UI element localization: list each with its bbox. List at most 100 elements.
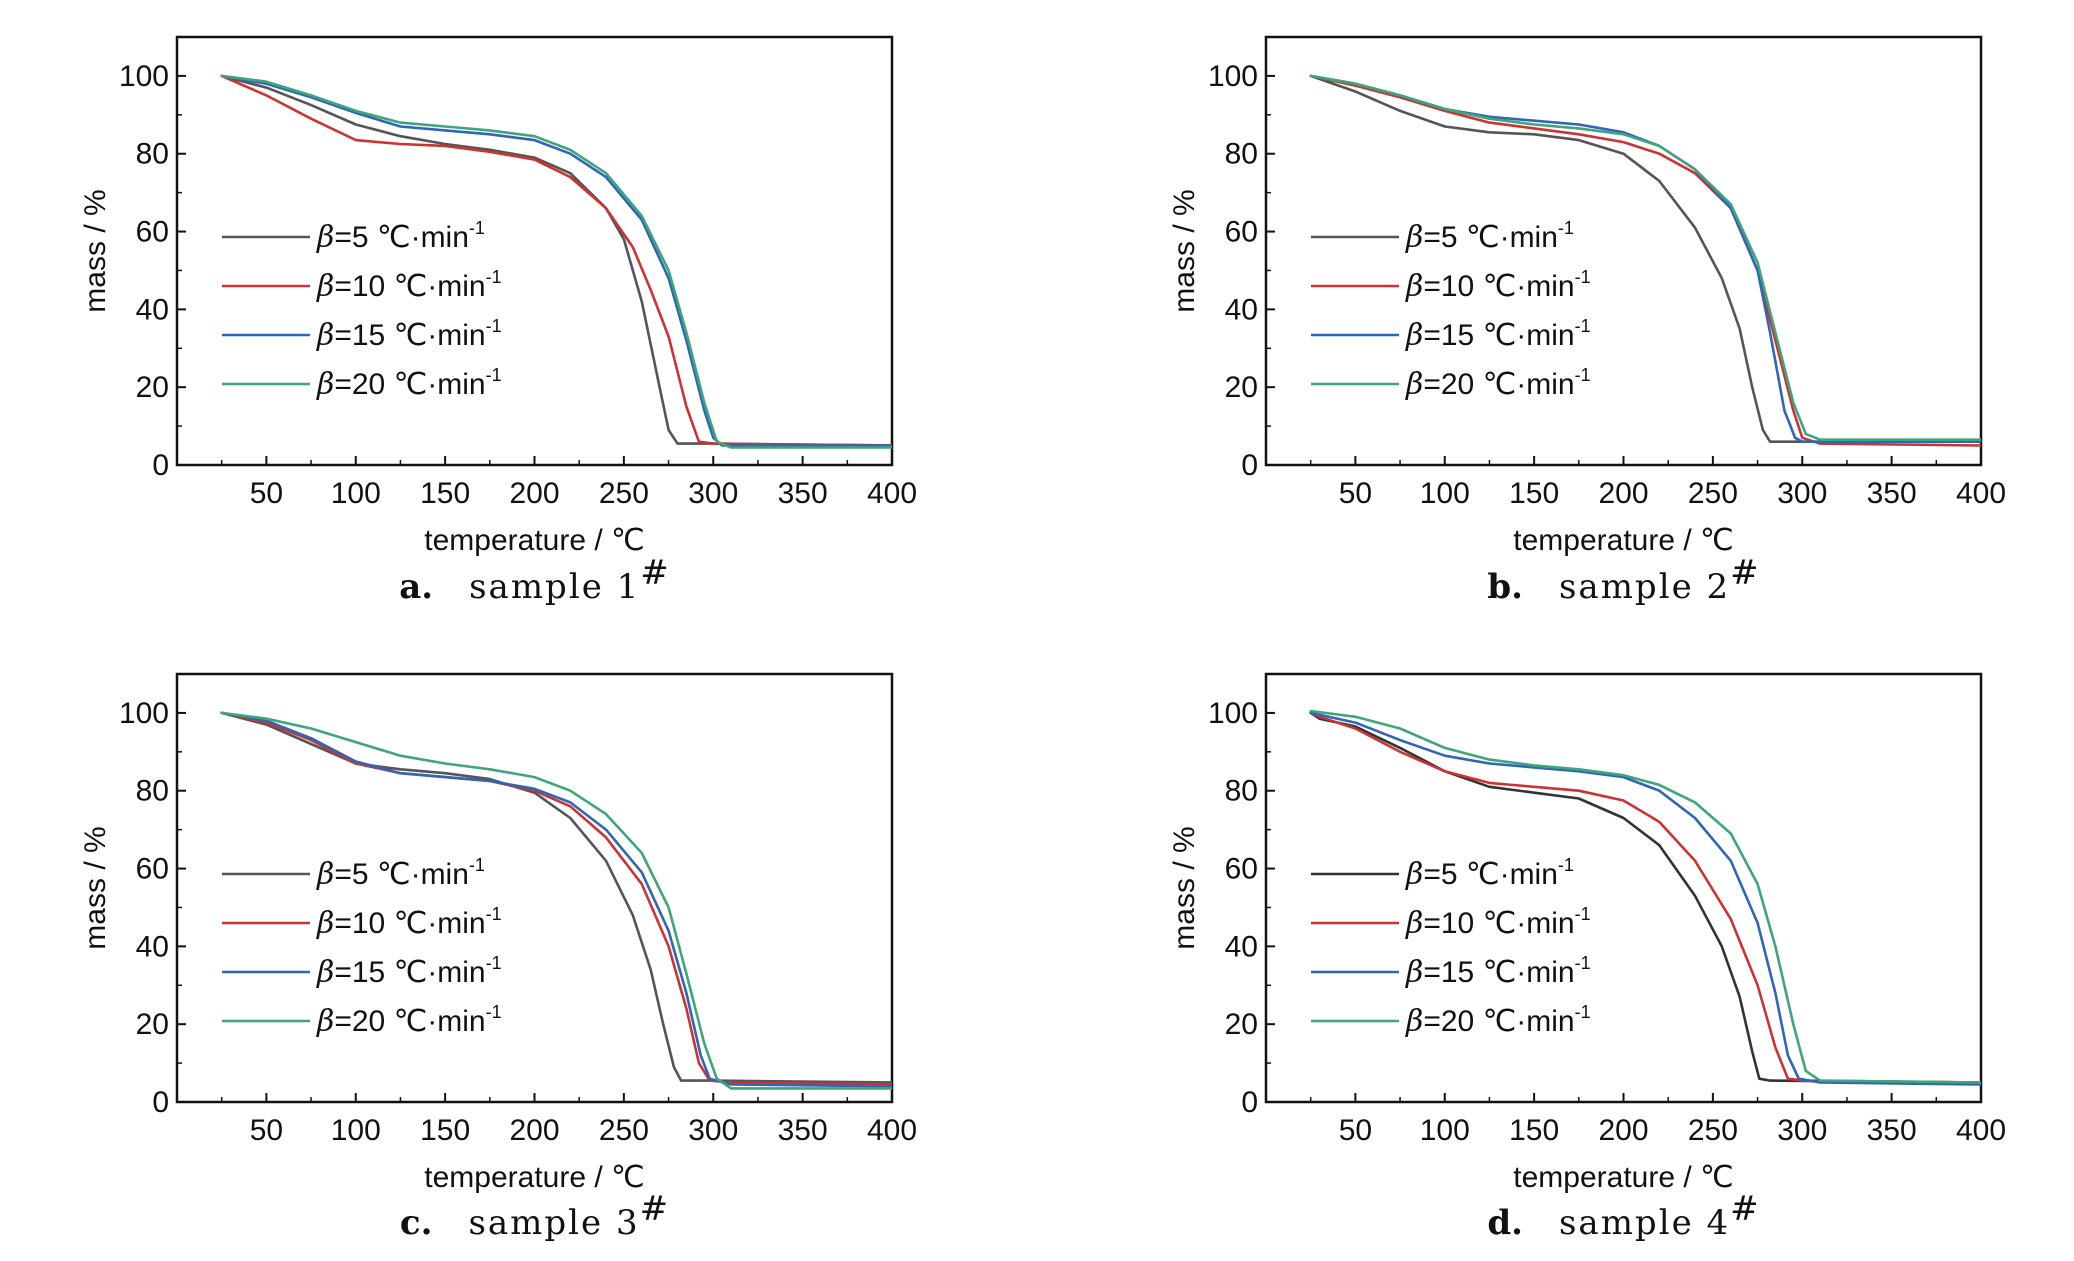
x-axis-title: temperature / ℃	[424, 524, 644, 557]
series-lines	[1309, 709, 1981, 1086]
legend-label-3: β=15 ℃·min-1	[1405, 316, 1591, 353]
y-tick-label: 40	[136, 293, 169, 326]
series-line-4	[220, 74, 892, 449]
series-line-4	[220, 711, 892, 1090]
y-tick-label: 0	[152, 449, 169, 482]
x-tick-label: 150	[420, 477, 470, 510]
y-tick-label: 100	[119, 697, 169, 730]
series-line-3	[1309, 711, 1981, 1086]
y-tick-label: 0	[152, 1086, 169, 1119]
x-tick-label: 200	[1598, 477, 1648, 510]
x-tick-label: 350	[778, 477, 828, 510]
legend-label-2: β=10 ℃·min-1	[1405, 267, 1591, 304]
x-tick-label: 150	[1509, 477, 1559, 510]
chart-panel-2: 50 100 150 200 250 300 350 400 0 20 40 60 80 100 tempe…	[1168, 35, 2006, 607]
x-tick-label: 50	[1339, 1114, 1372, 1147]
legend-label-3: β=15 ℃·min-1	[316, 316, 502, 353]
legend-label-1: β=5 ℃·min-1	[316, 218, 485, 255]
series-line-2	[1309, 711, 1981, 1084]
y-tick-label: 40	[1225, 930, 1258, 963]
x-axis-title: temperature / ℃	[1513, 524, 1733, 557]
x-tick-label: 100	[331, 477, 381, 510]
legend-label-1: β=5 ℃·min-1	[316, 855, 485, 892]
x-axis-title: temperature / ℃	[424, 1161, 644, 1194]
y-tick-label: 100	[1208, 697, 1258, 730]
y-axis-title: mass / %	[79, 189, 112, 312]
x-tick-label: 150	[420, 1114, 470, 1147]
x-tick-label: 250	[1688, 477, 1738, 510]
y-tick-label: 0	[1241, 449, 1258, 482]
series-line-2	[220, 74, 892, 447]
x-tick-label: 200	[509, 1114, 559, 1147]
panel-caption: d. sample 4#	[1487, 1189, 1760, 1243]
series-line-3	[220, 711, 892, 1088]
series-line-3	[220, 74, 892, 447]
x-tick-label: 400	[1956, 477, 2006, 510]
x-tick-label: 100	[1420, 477, 1470, 510]
series-line-1	[1309, 711, 1981, 1084]
x-tick-label: 50	[250, 1114, 283, 1147]
legend-label-3: β=15 ℃·min-1	[1405, 953, 1591, 990]
y-tick-label: 100	[119, 60, 169, 93]
x-tick-label: 250	[599, 1114, 649, 1147]
legend-label-1: β=5 ℃·min-1	[1405, 218, 1574, 255]
y-tick-label: 20	[1225, 1008, 1258, 1041]
y-tick-label: 40	[1225, 293, 1258, 326]
legend-label-4: β=20 ℃·min-1	[1405, 1002, 1591, 1039]
chart-panel-3: 50 100 150 200 250 300 350 400 0 20 40 60 80 100 tempe…	[79, 672, 917, 1243]
y-tick-label: 60	[1225, 216, 1258, 249]
series-line-1	[1309, 74, 1981, 443]
x-tick-label: 100	[331, 1114, 381, 1147]
x-tick-label: 350	[778, 1114, 828, 1147]
x-tick-label: 150	[1509, 1114, 1559, 1147]
y-axis-title: mass / %	[1168, 189, 1201, 312]
legend-label-2: β=10 ℃·min-1	[316, 267, 502, 304]
y-tick-label: 100	[1208, 60, 1258, 93]
y-tick-label: 80	[136, 775, 169, 808]
y-tick-label: 80	[1225, 775, 1258, 808]
chart-panel-1: 50 100 150 200 250 300 350 400 0 20 40 60 80 100 tempe…	[79, 35, 917, 607]
x-tick-label: 100	[1420, 1114, 1470, 1147]
y-tick-label: 0	[1241, 1086, 1258, 1119]
y-tick-label: 60	[136, 216, 169, 249]
x-tick-label: 350	[1867, 477, 1917, 510]
legend-label-4: β=20 ℃·min-1	[316, 365, 502, 402]
y-axis-title: mass / %	[1168, 826, 1201, 949]
x-tick-label: 200	[509, 477, 559, 510]
legend-label-2: β=10 ℃·min-1	[316, 904, 502, 941]
y-tick-label: 40	[136, 930, 169, 963]
legend-label-1: β=5 ℃·min-1	[1405, 855, 1574, 892]
y-tick-label: 60	[1225, 853, 1258, 886]
y-tick-label: 80	[136, 138, 169, 171]
chart-panel-4: 50 100 150 200 250 300 350 400 0 20 40 60 80 100 tempe…	[1168, 672, 2006, 1243]
plot-frame	[175, 672, 894, 1104]
y-axis-title: mass / %	[79, 826, 112, 949]
series-line-4	[1309, 74, 1981, 441]
y-tick-label: 60	[136, 853, 169, 886]
x-tick-label: 200	[1598, 1114, 1648, 1147]
series-lines	[220, 711, 892, 1090]
series-line-4	[1309, 709, 1981, 1084]
x-tick-label: 50	[1339, 477, 1372, 510]
plot-frame	[175, 35, 894, 467]
series-line-2	[1309, 74, 1981, 447]
series-lines	[220, 74, 892, 449]
series-lines	[1309, 74, 1981, 447]
y-tick-label: 20	[1225, 371, 1258, 404]
y-tick-label: 80	[1225, 138, 1258, 171]
x-axis-title: temperature / ℃	[1513, 1161, 1733, 1194]
legend-label-4: β=20 ℃·min-1	[1405, 365, 1591, 402]
legend-label-2: β=10 ℃·min-1	[1405, 904, 1591, 941]
legend-label-3: β=15 ℃·min-1	[316, 953, 502, 990]
x-tick-label: 300	[1777, 477, 1827, 510]
x-tick-label: 350	[1867, 1114, 1917, 1147]
x-tick-label: 300	[688, 1114, 738, 1147]
plot-frame	[1264, 35, 1983, 467]
series-line-1	[220, 74, 892, 447]
x-tick-label: 400	[867, 477, 917, 510]
y-tick-label: 20	[136, 1008, 169, 1041]
x-tick-label: 400	[1956, 1114, 2006, 1147]
x-tick-label: 50	[250, 477, 283, 510]
x-tick-label: 300	[688, 477, 738, 510]
